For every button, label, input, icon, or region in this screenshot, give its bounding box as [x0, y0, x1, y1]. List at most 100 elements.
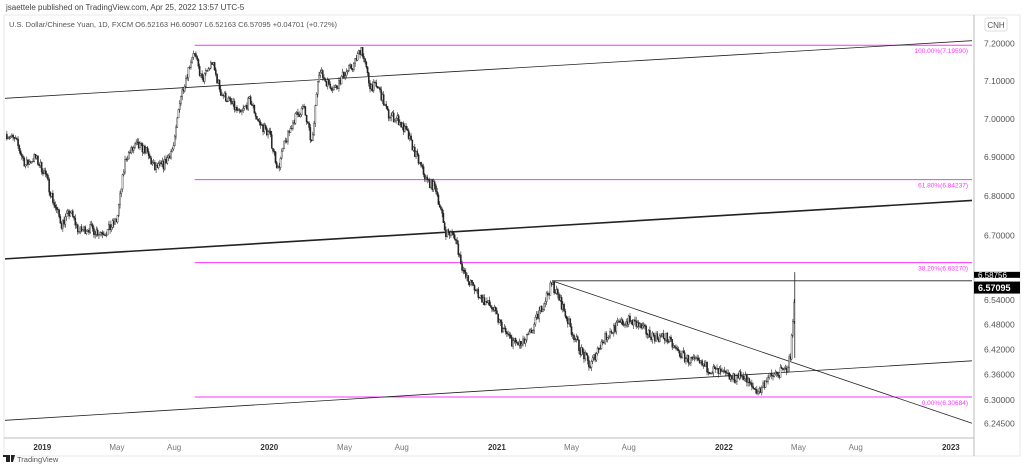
candle: [423, 174, 426, 180]
candle: [79, 226, 82, 232]
candle: [126, 158, 129, 160]
candle: [581, 347, 584, 353]
trendline[interactable]: [552, 280, 973, 424]
candle: [691, 356, 693, 360]
candle: [788, 356, 790, 369]
candle: [18, 145, 21, 151]
candle: [574, 339, 577, 341]
candle: [652, 332, 655, 336]
candle: [231, 101, 233, 104]
candle: [751, 382, 753, 387]
trendline[interactable]: [4, 199, 973, 260]
candle: [59, 216, 62, 224]
trendline[interactable]: [4, 360, 973, 421]
candle: [409, 135, 411, 139]
candle: [433, 181, 436, 187]
candle: [288, 130, 290, 133]
candle: [96, 229, 99, 236]
published-by: jsaettele published on TradingView.com, …: [5, 3, 245, 12]
candle: [25, 159, 28, 166]
candle: [43, 170, 45, 175]
candle: [355, 58, 358, 61]
candle: [514, 338, 517, 343]
candle: [307, 121, 309, 124]
candle: [369, 82, 371, 90]
candle: [60, 223, 63, 229]
candle: [761, 386, 763, 393]
candle: [183, 86, 186, 92]
candle: [511, 337, 513, 347]
candle: [236, 106, 238, 111]
candle: [12, 134, 14, 138]
candle: [404, 126, 406, 132]
candle: [29, 161, 32, 164]
candle: [157, 163, 160, 168]
candle: [248, 96, 251, 99]
candle: [131, 147, 134, 151]
candle: [165, 158, 167, 164]
candle: [708, 372, 711, 375]
candle: [683, 352, 686, 362]
candle: [63, 219, 65, 225]
candle: [186, 77, 189, 79]
candle: [589, 366, 591, 368]
x-tick-label: May: [109, 443, 124, 452]
candle: [14, 138, 17, 140]
candle: [438, 204, 441, 208]
candle: [617, 320, 620, 322]
candle: [392, 112, 395, 122]
candle: [65, 212, 68, 218]
candle: [338, 80, 340, 89]
candle: [654, 335, 656, 342]
candle: [120, 188, 123, 194]
candle: [98, 234, 100, 236]
candle: [122, 171, 125, 175]
candle: [443, 222, 446, 231]
candle: [501, 321, 503, 333]
candle: [170, 151, 172, 159]
candle: [340, 76, 343, 85]
candle: [637, 322, 640, 327]
candle: [777, 372, 779, 376]
candle: [569, 318, 572, 327]
candle: [210, 62, 212, 69]
candle: [773, 373, 776, 377]
candle: [789, 356, 792, 360]
candle: [621, 319, 624, 326]
candle: [401, 123, 404, 128]
candle: [93, 228, 95, 235]
candle: [132, 147, 135, 151]
candle: [304, 106, 307, 116]
candle: [752, 386, 754, 389]
candle: [233, 101, 236, 110]
currency-badge[interactable]: [984, 17, 1008, 32]
candle: [224, 92, 227, 102]
candle: [55, 207, 58, 210]
candle: [142, 145, 145, 153]
candle: [151, 162, 154, 165]
candle: [512, 340, 514, 347]
candle: [321, 70, 324, 78]
candle: [374, 81, 376, 84]
candle: [152, 162, 155, 164]
candle: [430, 179, 432, 188]
candle: [702, 363, 705, 366]
candle: [160, 162, 162, 165]
candle: [533, 323, 536, 331]
candle: [191, 56, 193, 63]
time-axis[interactable]: 2019 May Aug 2020 May Aug 2021 May Aug 2022 May Aug…: [33, 443, 960, 452]
candle: [269, 130, 272, 135]
candle: [642, 324, 645, 327]
candle: [110, 227, 113, 231]
candle: [565, 315, 568, 320]
candle: [489, 305, 492, 308]
candle: [379, 87, 381, 91]
candle: [657, 338, 660, 342]
candle: [384, 104, 386, 106]
trendline[interactable]: [4, 40, 973, 99]
candle: [630, 320, 633, 322]
price-axis[interactable]: 7.20000 7.10000 7.00000 6.90000 6.80000 6.700…: [974, 39, 1020, 429]
candle: [75, 224, 78, 226]
candle: [452, 232, 455, 235]
